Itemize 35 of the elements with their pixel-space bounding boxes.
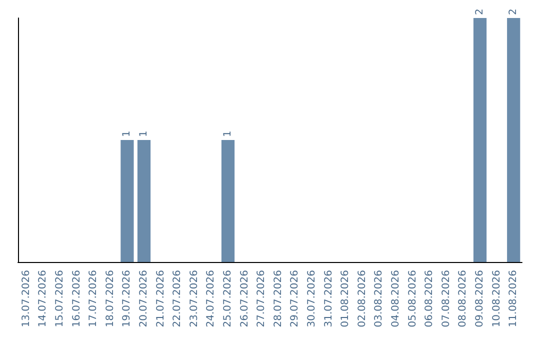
- x-tick-label: 06.08.2026: [424, 270, 436, 328]
- x-tick-label: 20.07.2026: [138, 270, 150, 328]
- x-tick-label: 29.07.2026: [290, 270, 301, 328]
- x-tick-label: 04.08.2026: [390, 270, 402, 328]
- x-tick-label: 31.07.2026: [323, 270, 334, 328]
- x-tick-label: 17.07.2026: [88, 270, 100, 328]
- x-tick-label: 05.08.2026: [407, 270, 418, 328]
- x-tick-label: 15.07.2026: [54, 270, 66, 328]
- x-tick-label: 08.08.2026: [458, 270, 469, 328]
- x-tick-label: 22.07.2026: [172, 270, 184, 328]
- x-tick-label: 23.07.2026: [188, 270, 200, 328]
- x-tick-label: 13.07.2026: [20, 270, 32, 328]
- data-label: 2: [474, 8, 486, 15]
- x-tick-label: 26.07.2026: [239, 270, 250, 328]
- x-tick-label: 21.07.2026: [155, 270, 166, 328]
- x-tick-label: 11.08.2026: [508, 270, 520, 328]
- data-label: 2: [508, 8, 520, 15]
- x-tick-label: 10.08.2026: [491, 270, 502, 328]
- x-tick-label: 07.08.2026: [440, 270, 452, 328]
- x-tick-label: 03.08.2026: [374, 270, 385, 328]
- x-tick-label: 28.07.2026: [272, 270, 284, 328]
- x-tick-label: 18.07.2026: [104, 270, 116, 328]
- x-tick-label: 24.07.2026: [206, 270, 217, 328]
- x-tick-label: 01.08.2026: [340, 270, 352, 328]
- x-tick-label: 14.07.2026: [38, 270, 49, 328]
- x-tick-label: 09.08.2026: [474, 270, 486, 328]
- data-label: 1: [138, 130, 150, 137]
- x-tick-label: 30.07.2026: [306, 270, 318, 328]
- data-label: 1: [222, 130, 234, 137]
- data-label: 1: [122, 130, 133, 137]
- x-tick-label: 02.08.2026: [356, 270, 368, 328]
- x-tick-label: 19.07.2026: [122, 270, 133, 328]
- x-tick-label: 16.07.2026: [71, 270, 82, 328]
- x-tick-label: 27.07.2026: [256, 270, 268, 328]
- x-tick-label: 25.07.2026: [222, 270, 234, 328]
